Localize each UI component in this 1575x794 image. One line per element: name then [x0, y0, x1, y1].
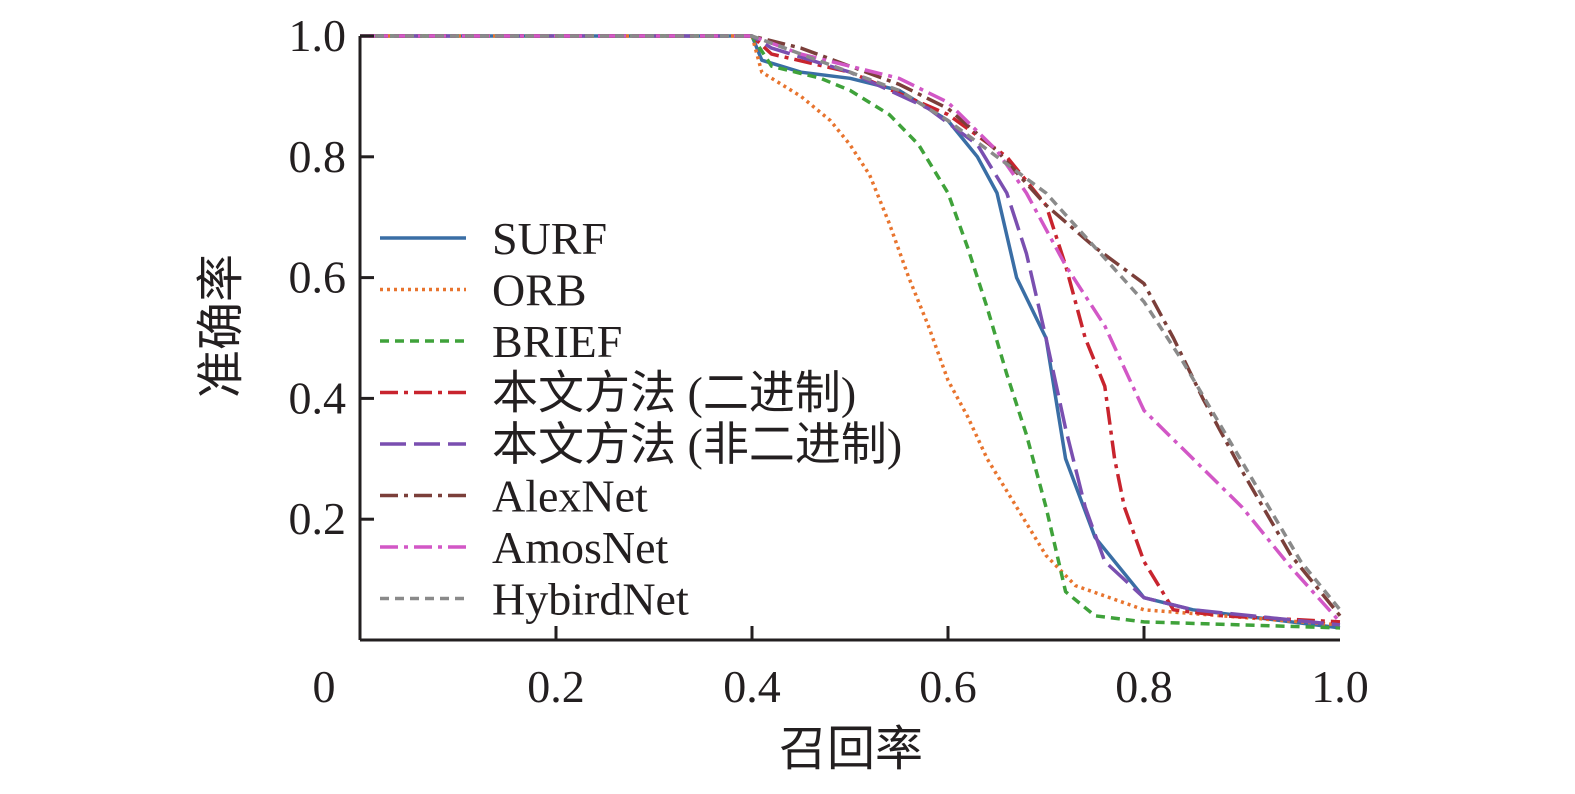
- legend-label-3: 本文方法 (二进制): [492, 368, 856, 419]
- y-tick-label-3: 0.8: [289, 131, 347, 182]
- x-tick-label-5: 1.0: [1311, 661, 1369, 712]
- x-tick-label-0: 0: [313, 661, 336, 712]
- legend-label-1: ORB: [492, 265, 587, 316]
- series-line-5: [360, 34, 1342, 617]
- series-line-4: [360, 34, 1341, 627]
- legend-label-6: AmosNet: [492, 522, 669, 573]
- legend-label-5: AlexNet: [492, 471, 648, 522]
- y-tick-label-2: 0.6: [289, 252, 347, 303]
- legend-label-4: 本文方法 (非二进制): [492, 419, 902, 470]
- y-tick-label-4: 1.0: [289, 10, 347, 61]
- x-tick-label-4: 0.8: [1115, 661, 1173, 712]
- series-line-2: [360, 34, 1341, 630]
- series-line-3: [360, 34, 1341, 624]
- curves-layer: [360, 34, 1342, 630]
- legend-label-7: HybirdNet: [492, 574, 689, 625]
- y-tick-label-1: 0.4: [289, 372, 347, 423]
- y-tick-label-0: 0.2: [289, 493, 347, 544]
- legend-label-0: SURF: [492, 213, 607, 264]
- axes-layer: 0.2 0.4 0.6 0.8 1.0 0 0.2 0.4 0.6 0.8 1.0: [289, 10, 1369, 712]
- series-line-7: [360, 34, 1342, 611]
- x-tick-label-2: 0.4: [723, 661, 781, 712]
- series-line-0: [360, 34, 1341, 630]
- x-tick-label-3: 0.6: [919, 661, 977, 712]
- x-tick-label-1: 0.2: [527, 661, 585, 712]
- series-line-1: [360, 34, 1341, 627]
- legend-label-2: BRIEF: [492, 316, 622, 367]
- series-line-6: [360, 34, 1342, 624]
- x-axis-title: 召回率: [779, 723, 923, 776]
- y-axis-title: 准确率: [195, 254, 248, 398]
